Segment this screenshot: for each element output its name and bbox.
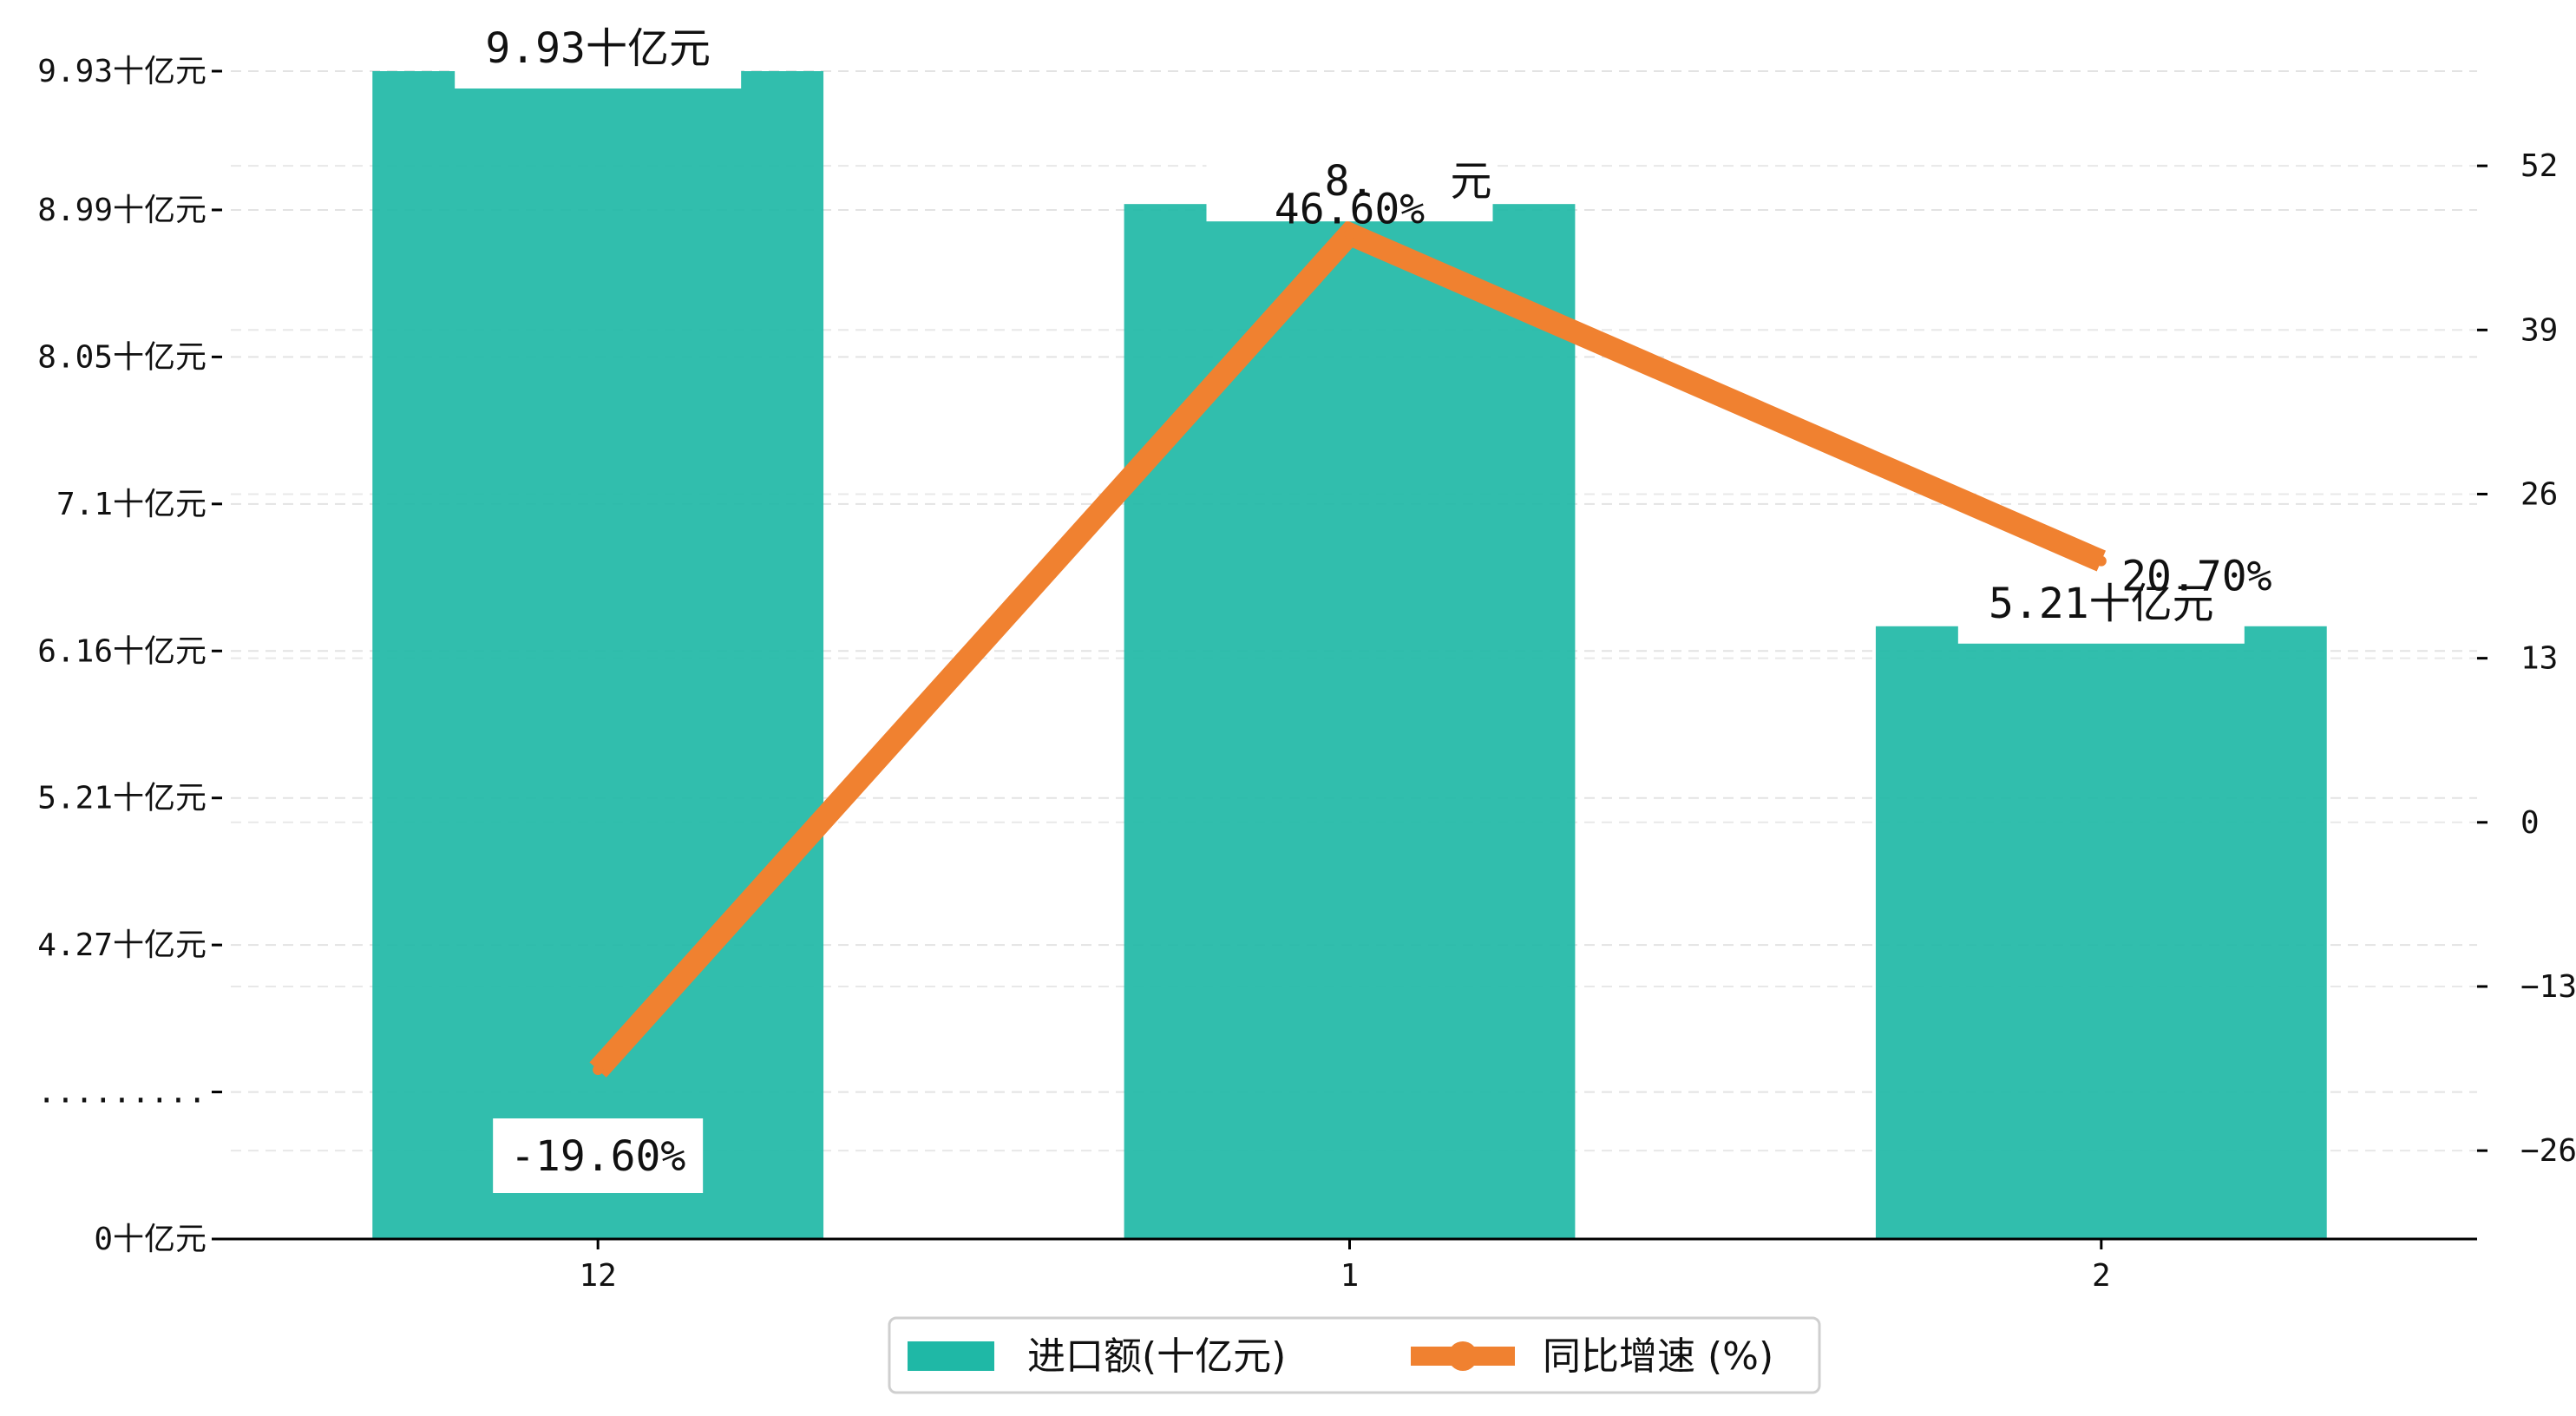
x-tick-label: 1 [1340, 1258, 1360, 1294]
y-right-tick-label: −13 [2520, 969, 2576, 1005]
x-tick-label: 12 [579, 1258, 616, 1294]
bar-label-fragment: 元 [1450, 157, 1491, 206]
bar-label-box [1957, 572, 2245, 644]
y-right-tick-label: 39 [2520, 312, 2558, 348]
y-right-tick-label: 52 [2520, 148, 2558, 184]
bar-value-label: 8. [1325, 157, 1375, 206]
axes: 0十亿元......... 4.27十亿元 5.21十亿元 6.16十亿元 7.1十亿元… [37, 54, 2576, 1294]
line-value-label: 46.60% [1275, 186, 1425, 234]
y-left-tick-label: 6.16十亿元 [37, 633, 206, 669]
y-left-tick-label: 7.1十亿元 [56, 487, 206, 522]
y-left-tick-label: 8.05十亿元 [37, 339, 206, 375]
data-labels: 9.93十亿元 8. 5.21十亿元 元 -19.60% 46.60% 20.70% [455, 17, 2272, 1194]
bar [1875, 626, 2327, 1239]
line-point [2095, 555, 2107, 567]
y-left-tick-label: 9.93十亿元 [37, 54, 206, 89]
bar-label-box [455, 17, 742, 88]
y-left-tick-label: 5.21十亿元 [37, 781, 206, 816]
legend: 进口额(十亿元) 同比增速 (%) [888, 1316, 1821, 1394]
line-series [589, 220, 2107, 1078]
y-left-tick-label: 8.99十亿元 [37, 193, 206, 228]
y-right-tick-label: −26 [2520, 1133, 2576, 1169]
legend-line-marker [1448, 1341, 1478, 1371]
bar-series [372, 71, 2327, 1240]
legend-bar-label: 进口额(十亿元) [1027, 1334, 1286, 1379]
line-point [593, 1065, 604, 1076]
legend-bar-swatch [908, 1341, 994, 1371]
y-right-tick-label: 0 [2520, 805, 2540, 841]
y-right-tick-label: 13 [2520, 641, 2558, 677]
bar-value-label: 9.93十亿元 [485, 24, 711, 73]
line-point [1344, 228, 1355, 239]
line-label-box [493, 1118, 704, 1194]
line-value-label: -19.60% [510, 1132, 685, 1181]
y-right-tick-label: 26 [2520, 476, 2558, 512]
bar [372, 71, 824, 1239]
bar-value-label: 5.21十亿元 [1989, 580, 2214, 628]
x-tick-label: 2 [2092, 1258, 2111, 1294]
bar [1124, 204, 1576, 1240]
bar-label-box [1206, 150, 1493, 222]
legend-box [888, 1316, 1821, 1394]
y-left-tick-label: 4.27十亿元 [37, 928, 206, 963]
y-left-tick-label: ......... [37, 1075, 206, 1111]
line-value-label: 20.70% [2121, 553, 2271, 601]
y-left-tick-label: 0十亿元 [94, 1222, 206, 1257]
legend-line-label: 同比增速 (%) [1543, 1334, 1773, 1379]
